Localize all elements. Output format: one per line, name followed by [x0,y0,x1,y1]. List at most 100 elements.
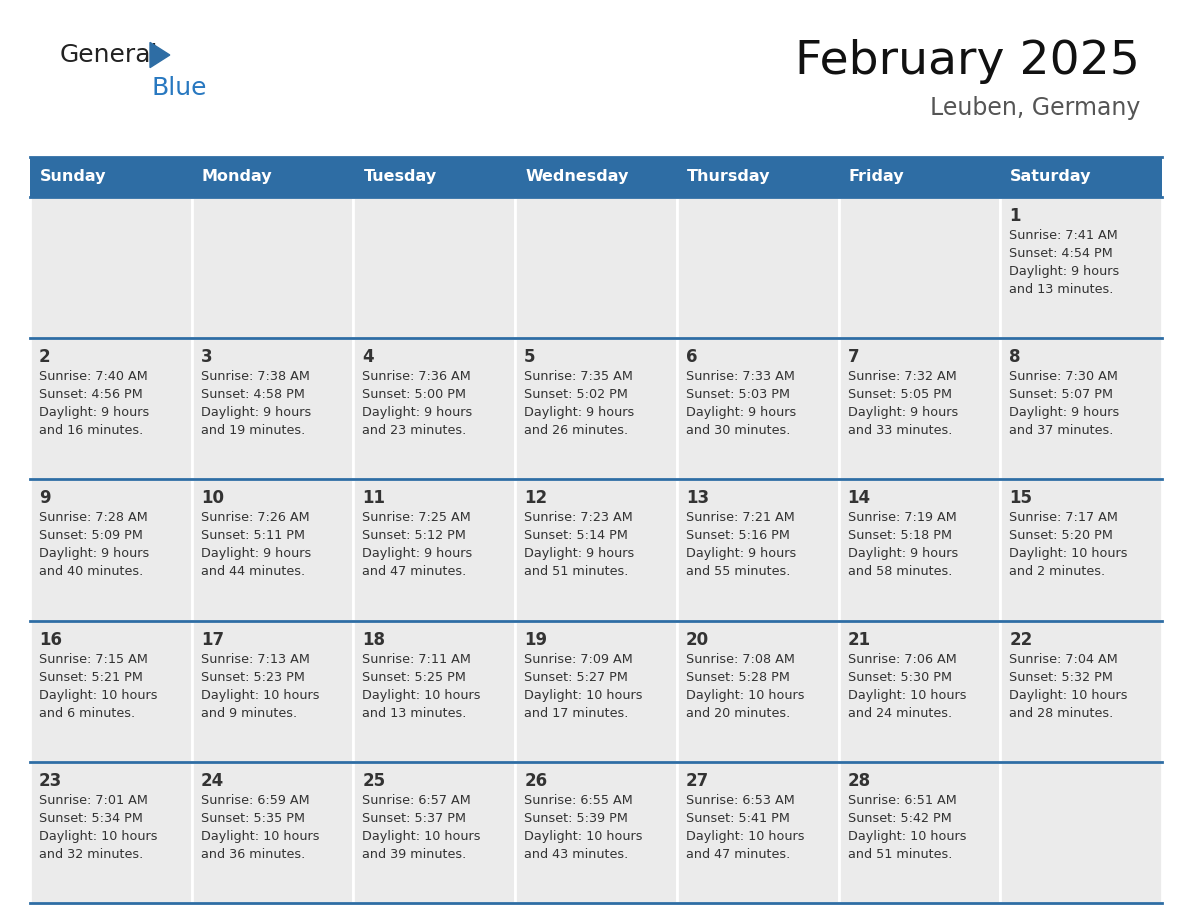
Text: Sunrise: 7:23 AM
Sunset: 5:14 PM
Daylight: 9 hours
and 51 minutes.: Sunrise: 7:23 AM Sunset: 5:14 PM Dayligh… [524,511,634,578]
Text: General: General [61,43,158,67]
Text: 15: 15 [1010,489,1032,508]
Text: 10: 10 [201,489,223,508]
Bar [677,338,839,479]
Text: Thursday: Thursday [687,170,770,185]
Bar [516,157,677,197]
Bar [516,621,677,762]
Bar [191,621,353,762]
Bar [191,762,353,903]
Text: Sunrise: 6:57 AM
Sunset: 5:37 PM
Daylight: 10 hours
and 39 minutes.: Sunrise: 6:57 AM Sunset: 5:37 PM Dayligh… [362,794,481,861]
Bar [353,197,516,338]
Text: Tuesday: Tuesday [364,170,436,185]
Text: Sunrise: 7:15 AM
Sunset: 5:21 PM
Daylight: 10 hours
and 6 minutes.: Sunrise: 7:15 AM Sunset: 5:21 PM Dayligh… [39,653,158,720]
Text: 25: 25 [362,772,386,789]
Bar [353,338,516,479]
Text: Leuben, Germany: Leuben, Germany [930,96,1140,120]
Text: 28: 28 [847,772,871,789]
Bar [516,338,677,479]
Bar [1000,621,1162,762]
Bar [677,762,839,903]
Bar [1000,479,1162,621]
Text: Sunrise: 7:40 AM
Sunset: 4:56 PM
Daylight: 9 hours
and 16 minutes.: Sunrise: 7:40 AM Sunset: 4:56 PM Dayligh… [39,370,150,437]
Bar [839,157,1000,197]
Bar [839,479,1000,621]
Bar [677,157,839,197]
Text: 20: 20 [685,631,709,649]
Bar [353,157,516,197]
Bar [191,338,353,479]
Text: Sunrise: 7:28 AM
Sunset: 5:09 PM
Daylight: 9 hours
and 40 minutes.: Sunrise: 7:28 AM Sunset: 5:09 PM Dayligh… [39,511,150,578]
Bar [30,157,191,197]
Text: Sunrise: 7:33 AM
Sunset: 5:03 PM
Daylight: 9 hours
and 30 minutes.: Sunrise: 7:33 AM Sunset: 5:03 PM Dayligh… [685,370,796,437]
Text: Sunrise: 7:04 AM
Sunset: 5:32 PM
Daylight: 10 hours
and 28 minutes.: Sunrise: 7:04 AM Sunset: 5:32 PM Dayligh… [1010,653,1127,720]
Bar [353,479,516,621]
Text: 22: 22 [1010,631,1032,649]
Text: 7: 7 [847,348,859,366]
Text: 13: 13 [685,489,709,508]
Text: Sunrise: 7:01 AM
Sunset: 5:34 PM
Daylight: 10 hours
and 32 minutes.: Sunrise: 7:01 AM Sunset: 5:34 PM Dayligh… [39,794,158,861]
Text: February 2025: February 2025 [795,39,1140,84]
Text: Sunrise: 6:59 AM
Sunset: 5:35 PM
Daylight: 10 hours
and 36 minutes.: Sunrise: 6:59 AM Sunset: 5:35 PM Dayligh… [201,794,320,861]
Bar [516,197,677,338]
Text: 17: 17 [201,631,223,649]
Bar [677,197,839,338]
Bar [30,479,191,621]
Text: 19: 19 [524,631,548,649]
Text: 12: 12 [524,489,548,508]
Bar [191,197,353,338]
Text: 11: 11 [362,489,385,508]
Text: Saturday: Saturday [1010,170,1092,185]
Bar [1000,762,1162,903]
Text: Sunrise: 7:17 AM
Sunset: 5:20 PM
Daylight: 10 hours
and 2 minutes.: Sunrise: 7:17 AM Sunset: 5:20 PM Dayligh… [1010,511,1127,578]
Text: Sunrise: 7:32 AM
Sunset: 5:05 PM
Daylight: 9 hours
and 33 minutes.: Sunrise: 7:32 AM Sunset: 5:05 PM Dayligh… [847,370,958,437]
Text: Sunday: Sunday [40,170,107,185]
Text: 3: 3 [201,348,213,366]
Text: Sunrise: 7:09 AM
Sunset: 5:27 PM
Daylight: 10 hours
and 17 minutes.: Sunrise: 7:09 AM Sunset: 5:27 PM Dayligh… [524,653,643,720]
Text: 18: 18 [362,631,385,649]
Text: Sunrise: 7:13 AM
Sunset: 5:23 PM
Daylight: 10 hours
and 9 minutes.: Sunrise: 7:13 AM Sunset: 5:23 PM Dayligh… [201,653,320,720]
Bar [30,338,191,479]
Bar [191,157,353,197]
Text: 5: 5 [524,348,536,366]
Bar [839,197,1000,338]
Text: Sunrise: 7:30 AM
Sunset: 5:07 PM
Daylight: 9 hours
and 37 minutes.: Sunrise: 7:30 AM Sunset: 5:07 PM Dayligh… [1010,370,1119,437]
Bar [30,621,191,762]
Text: Sunrise: 6:51 AM
Sunset: 5:42 PM
Daylight: 10 hours
and 51 minutes.: Sunrise: 6:51 AM Sunset: 5:42 PM Dayligh… [847,794,966,861]
Text: 26: 26 [524,772,548,789]
Text: Wednesday: Wednesday [525,170,628,185]
Bar [353,762,516,903]
Bar [839,621,1000,762]
Text: Sunrise: 7:25 AM
Sunset: 5:12 PM
Daylight: 9 hours
and 47 minutes.: Sunrise: 7:25 AM Sunset: 5:12 PM Dayligh… [362,511,473,578]
Bar [516,762,677,903]
Text: Sunrise: 6:55 AM
Sunset: 5:39 PM
Daylight: 10 hours
and 43 minutes.: Sunrise: 6:55 AM Sunset: 5:39 PM Dayligh… [524,794,643,861]
Bar [30,197,191,338]
Bar [839,338,1000,479]
Text: Sunrise: 7:21 AM
Sunset: 5:16 PM
Daylight: 9 hours
and 55 minutes.: Sunrise: 7:21 AM Sunset: 5:16 PM Dayligh… [685,511,796,578]
Text: 27: 27 [685,772,709,789]
Text: 9: 9 [39,489,51,508]
Text: 6: 6 [685,348,697,366]
Text: 24: 24 [201,772,225,789]
Text: 21: 21 [847,631,871,649]
Bar [1000,338,1162,479]
Text: Sunrise: 7:36 AM
Sunset: 5:00 PM
Daylight: 9 hours
and 23 minutes.: Sunrise: 7:36 AM Sunset: 5:00 PM Dayligh… [362,370,473,437]
Text: Sunrise: 7:26 AM
Sunset: 5:11 PM
Daylight: 9 hours
and 44 minutes.: Sunrise: 7:26 AM Sunset: 5:11 PM Dayligh… [201,511,311,578]
Text: 8: 8 [1010,348,1020,366]
Text: Sunrise: 7:11 AM
Sunset: 5:25 PM
Daylight: 10 hours
and 13 minutes.: Sunrise: 7:11 AM Sunset: 5:25 PM Dayligh… [362,653,481,720]
Text: Sunrise: 6:53 AM
Sunset: 5:41 PM
Daylight: 10 hours
and 47 minutes.: Sunrise: 6:53 AM Sunset: 5:41 PM Dayligh… [685,794,804,861]
Bar [839,762,1000,903]
Bar [191,479,353,621]
Text: 16: 16 [39,631,62,649]
Text: Sunrise: 7:38 AM
Sunset: 4:58 PM
Daylight: 9 hours
and 19 minutes.: Sunrise: 7:38 AM Sunset: 4:58 PM Dayligh… [201,370,311,437]
Text: Sunrise: 7:35 AM
Sunset: 5:02 PM
Daylight: 9 hours
and 26 minutes.: Sunrise: 7:35 AM Sunset: 5:02 PM Dayligh… [524,370,634,437]
Text: Sunrise: 7:06 AM
Sunset: 5:30 PM
Daylight: 10 hours
and 24 minutes.: Sunrise: 7:06 AM Sunset: 5:30 PM Dayligh… [847,653,966,720]
Text: 4: 4 [362,348,374,366]
Text: Sunrise: 7:19 AM
Sunset: 5:18 PM
Daylight: 9 hours
and 58 minutes.: Sunrise: 7:19 AM Sunset: 5:18 PM Dayligh… [847,511,958,578]
Polygon shape [150,42,170,68]
Bar [1000,197,1162,338]
Bar [677,479,839,621]
Text: 14: 14 [847,489,871,508]
Bar [1000,157,1162,197]
Text: Friday: Friday [848,170,904,185]
Bar [677,621,839,762]
